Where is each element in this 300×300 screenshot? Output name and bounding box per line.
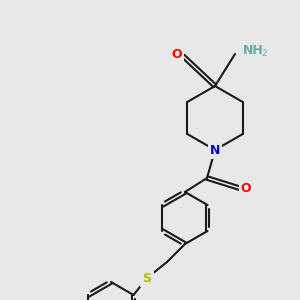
Text: NH: NH bbox=[243, 44, 264, 56]
Text: O: O bbox=[241, 182, 251, 196]
Text: 2: 2 bbox=[261, 49, 267, 58]
Text: N: N bbox=[210, 143, 220, 157]
Text: S: S bbox=[142, 272, 152, 284]
Text: O: O bbox=[172, 47, 182, 61]
